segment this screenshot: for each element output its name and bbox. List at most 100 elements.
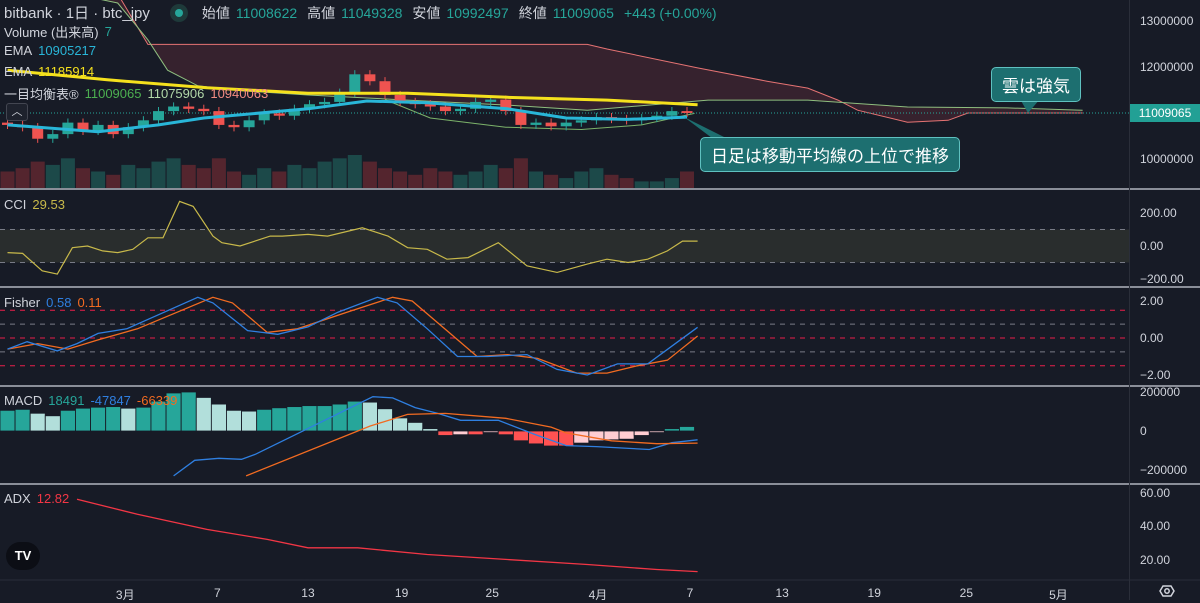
high-label: 高値 <box>307 4 336 21</box>
volume-bar <box>574 171 589 188</box>
time-axis-tick: 13 <box>301 586 315 600</box>
legend-value: 0.58 <box>46 295 72 310</box>
candle-body <box>424 104 436 107</box>
low-value: 10992497 <box>446 4 509 21</box>
candle-body <box>137 120 149 128</box>
price-pane <box>0 0 1129 188</box>
time-axis-tick: 19 <box>394 586 409 600</box>
candle-body <box>379 81 391 96</box>
macd-histogram-bar <box>75 407 91 432</box>
volume-bar <box>529 171 543 188</box>
macd-histogram-bar <box>679 426 695 432</box>
legend-label: EMA <box>4 43 33 58</box>
legend-volume[interactable]: Volume (出来高) 7 <box>4 22 112 41</box>
legend-cci[interactable]: CCI 29.53 <box>4 197 65 212</box>
pane-separator[interactable] <box>0 188 1200 190</box>
macd-axis-tick: 200000 <box>1140 385 1181 399</box>
macd-histogram-bar <box>618 430 635 440</box>
macd-pane <box>0 391 698 477</box>
candle-body <box>304 104 315 109</box>
legend-label: ADX <box>4 491 31 506</box>
volume-bar <box>589 168 604 188</box>
ichimoku-cloud <box>103 0 1083 123</box>
collapse-legend-button[interactable]: ︿ <box>6 103 28 121</box>
candle-body <box>485 99 497 102</box>
macd-histogram-bar <box>271 407 288 432</box>
legend-label: EMA <box>4 64 33 79</box>
volume-bar <box>408 174 423 188</box>
legend-ichimoku[interactable]: 一目均衡表® 11009065 11075906 10940063 <box>4 84 268 103</box>
legend-ema-long[interactable]: EMA 11185914 <box>4 64 94 79</box>
volume-bar <box>604 174 619 188</box>
volume-bar <box>227 171 241 188</box>
time-axis-tick: 25 <box>959 586 974 600</box>
cci-axis-tick: 0.00 <box>1140 239 1164 253</box>
volume-bar <box>242 174 257 188</box>
symbol-header: bitbank · 1日 · btc_jpy 始値 11008622 高値 1104… <box>4 2 721 23</box>
candle-body <box>153 111 164 121</box>
volume-bar <box>121 164 136 188</box>
candle-body <box>515 111 527 125</box>
volume-bar <box>45 164 60 188</box>
volume-bar <box>347 155 362 188</box>
candle-body <box>545 122 557 127</box>
eye-settings-icon[interactable] <box>1158 584 1176 598</box>
legend-adx[interactable]: ADX 12.82 <box>4 491 69 506</box>
volume-bar <box>136 168 151 188</box>
time-axis-tick: 19 <box>867 586 881 600</box>
volume-bar <box>30 161 45 188</box>
macd-histogram-bar <box>497 430 514 436</box>
pane-separator[interactable] <box>0 286 1200 288</box>
volume-bar <box>378 168 392 188</box>
macd-histogram-bar <box>195 397 212 432</box>
volume-bar <box>166 158 181 188</box>
macd-histogram-bar <box>452 430 469 436</box>
macd-histogram-bar <box>120 407 137 432</box>
legend-macd[interactable]: MACD 18491 -47847 -66339 <box>4 393 177 408</box>
fisher-pane <box>0 296 1129 376</box>
candle-body <box>228 124 240 128</box>
candle-body <box>243 120 255 128</box>
pane-separator[interactable] <box>0 483 1200 485</box>
volume-bar <box>106 174 121 188</box>
cci-axis-tick: −200.00 <box>1140 272 1184 286</box>
volume-bar <box>438 171 453 188</box>
time-axis-tick: 5月 <box>1049 588 1068 602</box>
candle-body <box>198 108 210 112</box>
macd-histogram-bar <box>135 406 152 432</box>
volume-bar <box>619 178 634 188</box>
legend-value: 10940063 <box>210 86 269 101</box>
legend-value: 11075906 <box>147 86 205 101</box>
macd-histogram-bar <box>482 430 499 433</box>
fisher-axis-tick: 0.00 <box>1140 331 1164 345</box>
volume-bar <box>211 158 226 188</box>
volume-bar <box>544 174 559 188</box>
adx-pane <box>76 498 698 573</box>
volume-bar <box>317 161 332 188</box>
adx-axis-tick: 20.00 <box>1140 552 1171 567</box>
macd-histogram-bar <box>60 409 76 432</box>
fisher-line <box>7 296 698 376</box>
volume-bar <box>302 168 317 188</box>
macd-histogram-bar <box>180 391 197 432</box>
volume-bar <box>181 164 196 188</box>
tradingview-logo[interactable]: TV <box>6 542 40 570</box>
volume-bar <box>423 168 438 188</box>
macd-histogram-bar <box>210 403 227 432</box>
close-label: 終値 <box>518 4 547 21</box>
volume-bar <box>680 171 694 188</box>
volume-bar <box>649 181 664 188</box>
candle-body <box>258 113 270 121</box>
candle-body <box>334 92 346 102</box>
symbol-title[interactable]: bitbank · 1日 · btc_jpy <box>4 5 150 22</box>
legend-fisher[interactable]: Fisher 0.58 0.11 <box>4 295 102 310</box>
pane-separator[interactable] <box>0 385 1200 387</box>
legend-ema-short[interactable]: EMA 10905217 <box>4 43 96 58</box>
annotation-above-moving-average[interactable]: 日足は移動平均線の上位で推移 <box>700 137 960 172</box>
time-axis-tick: 7 <box>686 586 694 600</box>
macd-histogram-bar <box>286 406 303 432</box>
annotation-cloud-bullish[interactable]: 雲は強気 <box>991 67 1081 102</box>
ichimoku-span-b <box>120 0 1083 123</box>
candle-body <box>530 122 542 125</box>
